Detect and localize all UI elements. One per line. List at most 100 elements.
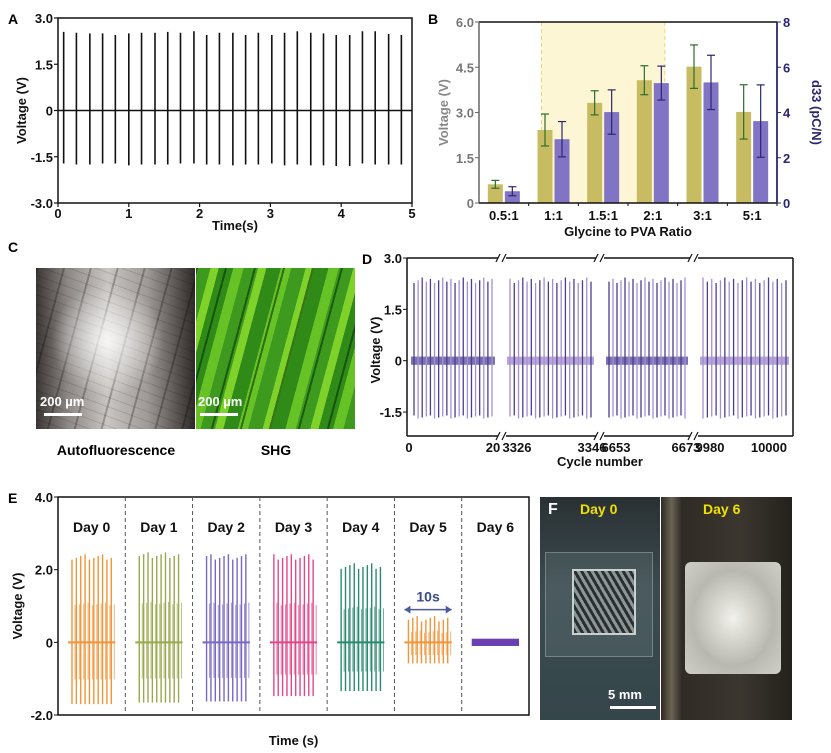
y-tick-label: 0 [395,354,402,369]
y2-tick-label: 6 [783,60,790,75]
axis-break-mark [599,253,605,263]
bar-voltage [686,66,702,203]
y-tick-label: 3.0 [456,106,474,121]
baseline-trace [606,356,688,365]
x-tick-label: 0 [54,206,61,221]
axis-break-mark [593,431,599,441]
y-tick-label: 1.5 [456,151,474,166]
photo-title-day6: Day 6 [703,501,741,517]
axis-break-mark [501,253,507,263]
axis-break-mark [693,253,699,263]
y-axis-label: Voltage (V) [10,573,25,640]
bar-d33 [703,82,719,203]
x-tick-label: 9980 [696,440,725,455]
day-label: Day 5 [409,519,447,535]
axis-break-mark [693,431,699,441]
y-tick-label: 1.5 [384,302,402,317]
day-label: Day 1 [140,519,178,535]
y-tick-label: 6.0 [456,15,474,30]
bar-voltage [736,111,752,203]
device-square [572,569,636,635]
axis-break-mark [495,253,501,263]
plot-frame [57,496,530,716]
x-tick-label: 6653 [602,440,631,455]
y-tick-label: 1.5 [35,57,53,72]
bar-d33 [554,139,570,203]
scale-bar-left [44,413,82,416]
scale-bar-f [610,706,656,709]
x-tick-label: 0 [405,440,412,455]
y-tick-label: 0 [46,104,53,119]
bar-d33 [653,83,669,203]
photo-day6: Day 6 [661,497,792,720]
y-tick-label: 4.5 [456,60,474,75]
caption-shg: SHG [261,442,291,458]
day-label: Day 4 [342,519,380,535]
y2-tick-label: 4 [783,106,791,121]
caption-autofluorescence: Autofluorescence [57,442,175,458]
x-tick-label: 3326 [503,440,532,455]
scale-label-left: 200 µm [40,394,85,409]
y-tick-label: 2.0 [35,563,53,578]
x-axis-label: Time(s) [212,218,258,233]
bar-voltage [636,80,652,203]
panel-label-a: A [8,11,18,27]
axis-break-mark [501,431,507,441]
y2-tick-label: 2 [783,151,790,166]
panel-label-c: C [8,239,18,255]
x-tick-label: 1.5:1 [588,208,618,223]
photo-day0: Day 0 5 mm [540,497,660,720]
day-label: Day 2 [208,519,246,535]
x-tick-label: 20 [486,440,500,455]
x-axis-label: Time (s) [269,733,319,748]
bar-voltage [537,129,553,203]
y-tick-label: -1.5 [380,405,402,420]
x-tick-label: 3:1 [693,208,712,223]
x-tick-label: 0.5:1 [489,208,519,223]
x-tick-label: 2 [196,206,203,221]
axis-break-mark [593,253,599,263]
duration-label: 10s [416,589,440,605]
bar-voltage [487,184,503,203]
y-tick-label: 0 [467,196,474,211]
photo-title-day0: Day 0 [580,501,618,517]
panel-label-f: F [548,501,558,518]
x-tick-label: 1 [125,206,132,221]
bar-d33 [504,191,520,203]
axis-break-mark [687,431,693,441]
x-tick-label: 1:1 [544,208,563,223]
y-axis-label: Voltage (V) [368,317,383,384]
x-tick-label: 10000 [751,440,787,455]
y-tick-label: 0 [46,635,53,650]
bar-d33 [753,121,769,203]
arrow-head-left [404,605,411,614]
baseline-trace [507,356,594,365]
flat-trace [471,638,519,646]
y-tick-label: -3.0 [31,196,53,211]
baseline-trace [411,356,495,365]
y-tick-label: -2.0 [31,708,53,723]
arrow-head-right [445,605,452,614]
x-tick-label: 6673 [672,440,701,455]
y-tick-label: 3.0 [384,251,402,266]
y-tick-label: 3.0 [35,11,53,26]
x-tick-label: 5:1 [743,208,762,223]
x-tick-label: 3 [267,206,274,221]
x-axis-label: Glycine to PVA Ratio [564,224,692,239]
x-tick-label: 3346 [578,440,607,455]
x-axis-label: Cycle number [557,454,643,469]
scale-label-right: 200 µm [198,394,243,409]
degraded-patch [685,562,781,674]
day-label: Day 3 [275,519,313,535]
y2-tick-label: 8 [783,15,790,30]
x-tick-label: 4 [338,206,346,221]
shg-image: 200 µm [196,268,355,429]
y2-tick-label: 0 [783,196,790,211]
x-tick-label: 2:1 [643,208,662,223]
axis-break-mark [495,431,501,441]
scale-label-f: 5 mm [608,687,642,702]
x-tick-label: 5 [408,206,415,221]
scale-bar-right [200,413,238,416]
panel-label-b: B [428,11,438,27]
